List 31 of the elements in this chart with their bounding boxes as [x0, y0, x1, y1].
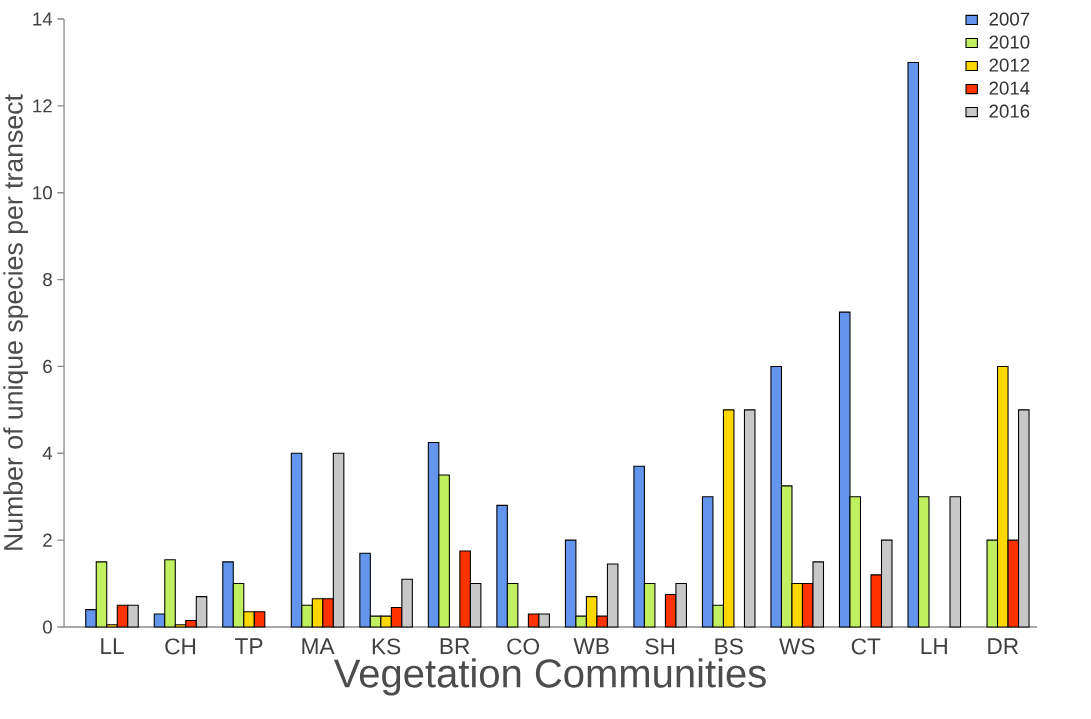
x-tick-label: BS: [715, 638, 743, 655]
x-tick-label: TP: [235, 638, 263, 654]
y-tick-label: 12: [33, 99, 52, 113]
x-tick-label: CH: [165, 638, 196, 655]
x-tick-label: LH: [921, 638, 947, 654]
x-axis-title: Vegetation Communities: [333, 658, 766, 696]
legend-label: 2007: [989, 12, 1030, 26]
y-tick-label: 8: [43, 272, 52, 287]
y-tick-label: 6: [43, 359, 52, 374]
x-tick-label: SH: [645, 638, 675, 655]
x-tick-label: WB: [573, 638, 609, 654]
y-tick-label: 14: [33, 12, 53, 26]
x-tick-label: LL: [101, 638, 124, 654]
y-axis-title: Number of unique species per transect: [3, 94, 29, 550]
x-tick-label: DR: [988, 638, 1019, 654]
legend-label: 2014: [989, 81, 1030, 95]
legend-label: 2010: [989, 35, 1030, 49]
legend-label: 2012: [989, 58, 1030, 72]
bar: [743, 409, 756, 628]
x-tick-label: MA: [302, 638, 335, 654]
y-tick-label: 0: [43, 620, 52, 634]
legend-label: 2016: [989, 104, 1030, 118]
y-tick-label: 10: [33, 186, 52, 200]
y-tick-label: 4: [42, 446, 53, 460]
x-tick-label: KS: [372, 638, 401, 655]
y-tick-label: 2: [43, 533, 52, 547]
x-tick-label: BR: [440, 638, 470, 654]
bar: [949, 496, 962, 628]
x-tick-label: WS: [779, 638, 815, 655]
x-tick-label: CO: [507, 638, 540, 655]
x-tick-label: CT: [851, 638, 881, 655]
